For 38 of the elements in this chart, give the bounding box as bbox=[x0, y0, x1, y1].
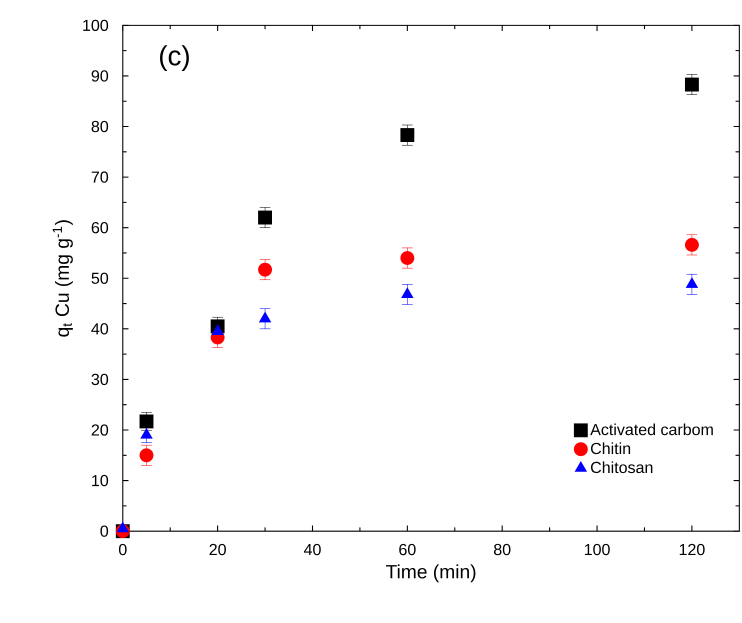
point bbox=[686, 277, 698, 288]
y-tick-label: 0 bbox=[100, 525, 108, 537]
x-tick-label: 80 bbox=[494, 544, 510, 556]
x-tick-label: 120 bbox=[680, 544, 705, 556]
legend-label: Chitin bbox=[590, 442, 630, 454]
point bbox=[140, 414, 154, 428]
y-tick-label: 100 bbox=[83, 20, 108, 31]
y-axis-title: q$_{t}$ Cu (mg g$^{-1}$) bbox=[52, 220, 73, 337]
y-tick-label: 70 bbox=[92, 171, 108, 183]
annotation: (c) bbox=[160, 45, 189, 71]
point bbox=[684, 238, 699, 252]
y-tick-label: 20 bbox=[92, 424, 108, 436]
point bbox=[259, 312, 272, 322]
y-tick-label: 10 bbox=[92, 474, 108, 486]
legend-label: Chitosan bbox=[590, 461, 652, 473]
point bbox=[258, 262, 272, 276]
x-tick-label: 20 bbox=[210, 544, 226, 556]
x-tick-label: 0 bbox=[118, 544, 127, 556]
y-tick-label: 80 bbox=[92, 120, 108, 132]
point bbox=[401, 287, 414, 298]
point bbox=[140, 428, 153, 439]
point bbox=[212, 324, 224, 335]
y-tick-label: 50 bbox=[92, 272, 108, 284]
x-tick-label: 40 bbox=[304, 544, 321, 556]
y-tick-label: 30 bbox=[92, 374, 108, 385]
y-tick-label: 40 bbox=[91, 323, 108, 334]
y-tick-label: 60 bbox=[92, 222, 108, 234]
point bbox=[140, 448, 154, 462]
point bbox=[258, 210, 272, 224]
x-tick-label: 60 bbox=[399, 544, 416, 556]
point bbox=[684, 77, 699, 92]
point bbox=[400, 128, 414, 142]
x-axis-title: Time (min) bbox=[386, 564, 476, 582]
point bbox=[400, 250, 414, 265]
legend-label: Activated carbom bbox=[590, 423, 713, 436]
y-tick-label: 90 bbox=[92, 70, 108, 82]
x-tick-label: 100 bbox=[584, 544, 610, 556]
point bbox=[116, 522, 129, 532]
